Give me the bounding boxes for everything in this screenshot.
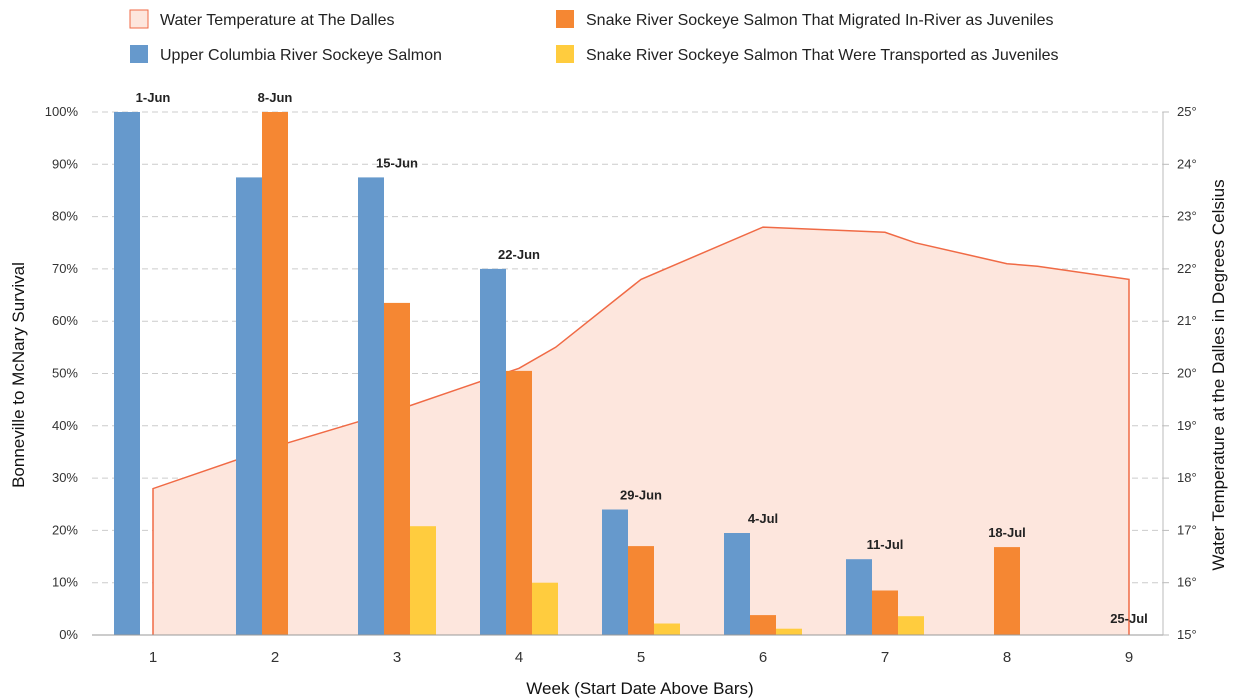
date-labels: 1-Jun 8-Jun 15-Jun 22-Jun 29-Jun 4-Jul 11-Jul 1… — [136, 90, 1148, 626]
x-tick-label: 6 — [759, 649, 767, 666]
y-tick-label: 90% — [52, 156, 78, 171]
x-tick-label: 3 — [393, 649, 401, 666]
legend-swatch-snake-transported — [556, 45, 574, 63]
y-tick-label: 0% — [59, 627, 78, 642]
legend-label-temp: Water Temperature at The Dalles — [160, 12, 394, 29]
bar-upper_columbia — [236, 177, 262, 635]
bar-snake_inriver — [750, 615, 776, 635]
date-label: 15-Jun — [376, 155, 418, 170]
y2-tick-label: 18° — [1177, 470, 1197, 485]
y-tick-label: 30% — [52, 470, 78, 485]
bar-snake_transported — [898, 616, 924, 635]
x-tick-label: 9 — [1125, 649, 1133, 666]
date-label: 8-Jun — [258, 90, 293, 105]
legend-label-snake-transported: Snake River Sockeye Salmon That Were Tra… — [586, 47, 1059, 64]
bar-upper_columbia — [602, 509, 628, 635]
date-label: 4-Jul — [748, 511, 778, 526]
y-tick-label: 50% — [52, 366, 78, 381]
x-tick-label: 1 — [149, 649, 157, 666]
bar-snake_transported — [776, 628, 802, 635]
x-tick-label: 4 — [515, 649, 523, 666]
y2-tick-label: 24° — [1177, 156, 1197, 171]
y2-tick-label: 16° — [1177, 575, 1197, 590]
y-axis-title: Bonneville to McNary Survival — [9, 262, 28, 488]
axes: 0% 10% 20% 30% 40% 50% 60% 70% 80% 90% 100% 15° 16° 1… — [45, 104, 1197, 666]
y2-tick-label: 17° — [1177, 522, 1197, 537]
date-label: 18-Jul — [988, 525, 1026, 540]
bars — [114, 112, 1020, 635]
y2-tick-label: 15° — [1177, 627, 1197, 642]
x-tick-label: 2 — [271, 649, 279, 666]
date-label: 22-Jun — [498, 247, 540, 262]
y-tick-label: 60% — [52, 313, 78, 328]
bar-snake_transported — [410, 526, 436, 635]
bar-upper_columbia — [114, 112, 140, 635]
y-tick-label: 20% — [52, 522, 78, 537]
legend-label-snake-inriver: Snake River Sockeye Salmon That Migrated… — [586, 12, 1053, 29]
y-tick-label: 10% — [52, 575, 78, 590]
bar-snake_inriver — [506, 370, 532, 635]
bar-upper_columbia — [358, 177, 384, 635]
bar-upper_columbia — [724, 533, 750, 635]
y-tick-label: 70% — [52, 261, 78, 276]
date-label: 11-Jul — [867, 537, 904, 552]
y-tick-label: 100% — [45, 104, 79, 119]
temperature-line — [152, 226, 1130, 635]
date-label: 1-Jun — [136, 90, 171, 105]
bar-upper_columbia — [480, 268, 506, 635]
y2-tick-label: 25° — [1177, 104, 1197, 119]
date-label: 29-Jun — [620, 487, 662, 502]
y2-tick-label: 23° — [1177, 209, 1197, 224]
bar-snake_inriver — [384, 302, 410, 635]
y-tick-label: 80% — [52, 209, 78, 224]
y2-tick-label: 19° — [1177, 418, 1197, 433]
x-axis-title: Week (Start Date Above Bars) — [526, 679, 753, 698]
x-tick-label: 7 — [881, 649, 889, 666]
legend: Water Temperature at The Dalles Snake Ri… — [129, 9, 1059, 64]
bar-snake_inriver — [872, 590, 898, 635]
bar-snake_inriver — [262, 112, 288, 635]
x-tick-label: 8 — [1003, 649, 1011, 666]
x-tick-label: 5 — [637, 649, 645, 666]
y-tick-label: 40% — [52, 418, 78, 433]
y2-tick-label: 21° — [1177, 313, 1197, 328]
legend-label-upper-columbia: Upper Columbia River Sockeye Salmon — [160, 47, 442, 64]
y2-axis-title: Water Temperature at the Dalles in Degre… — [1209, 179, 1228, 570]
bar-snake_inriver — [628, 546, 654, 635]
y2-tick-label: 20° — [1177, 366, 1197, 381]
legend-swatch-snake-inriver — [556, 10, 574, 28]
legend-swatch-temp — [129, 9, 149, 29]
bar-snake_inriver — [994, 547, 1020, 635]
bar-upper_columbia — [846, 559, 872, 635]
date-label: 25-Jul — [1110, 611, 1148, 626]
bar-snake_transported — [654, 623, 680, 635]
bar-snake_transported — [532, 582, 558, 635]
y2-tick-label: 22° — [1177, 261, 1197, 276]
legend-swatch-upper-columbia — [130, 45, 148, 63]
